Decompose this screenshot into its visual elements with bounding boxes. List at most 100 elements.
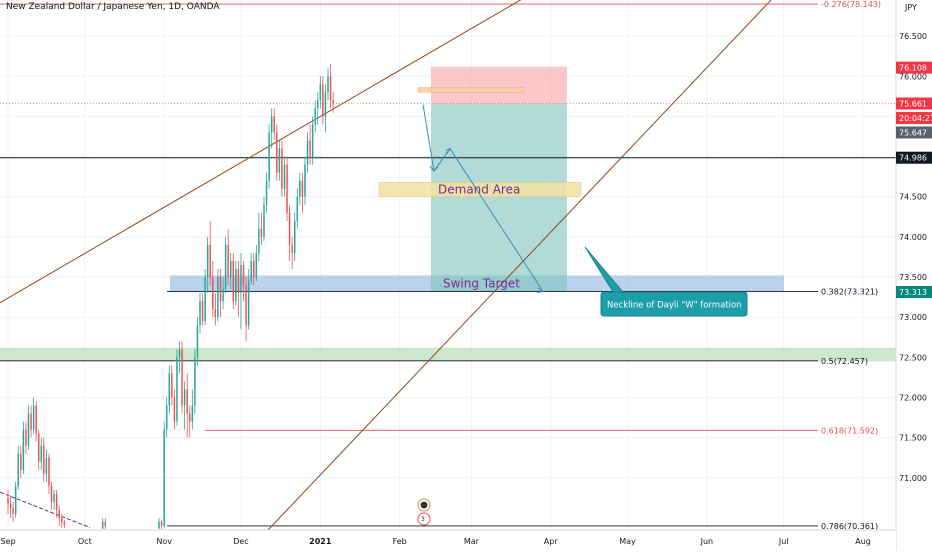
candle-body[interactable]: [219, 277, 222, 302]
candle-body[interactable]: [58, 509, 60, 518]
candle-body[interactable]: [45, 457, 48, 474]
candle-body[interactable]: [9, 503, 12, 509]
candle-body[interactable]: [50, 485, 53, 502]
price-label-box: [896, 151, 932, 164]
candle-body[interactable]: [322, 84, 324, 117]
candle-body[interactable]: [253, 260, 255, 278]
candle-body[interactable]: [288, 212, 291, 245]
candle-body[interactable]: [199, 301, 201, 326]
candle-body[interactable]: [217, 277, 219, 318]
candle-body[interactable]: [40, 445, 43, 462]
candle-body[interactable]: [329, 76, 332, 101]
candle-body[interactable]: [258, 228, 260, 253]
candle-body[interactable]: [14, 485, 17, 514]
candle-body[interactable]: [178, 349, 181, 358]
candle-body[interactable]: [101, 521, 104, 529]
candle-body[interactable]: [301, 180, 304, 197]
candle-body[interactable]: [171, 373, 173, 398]
candle-body[interactable]: [273, 116, 275, 133]
candle-body[interactable]: [227, 244, 229, 278]
candle-body[interactable]: [61, 517, 63, 522]
candle-body[interactable]: [265, 180, 268, 205]
candle-body[interactable]: [168, 373, 171, 406]
candle-body[interactable]: [245, 285, 247, 326]
candle-body[interactable]: [25, 429, 27, 446]
candle-body[interactable]: [158, 521, 160, 529]
candle-body[interactable]: [22, 429, 25, 470]
candle-body[interactable]: [37, 433, 40, 462]
candle-body[interactable]: [163, 429, 165, 526]
candle-body[interactable]: [296, 196, 299, 221]
candle-body[interactable]: [194, 357, 196, 406]
candle-body[interactable]: [189, 413, 191, 422]
candle-body[interactable]: [43, 445, 45, 474]
candle-body[interactable]: [176, 357, 178, 422]
candle-body[interactable]: [17, 453, 19, 486]
candle-body[interactable]: [283, 164, 286, 189]
candle-body[interactable]: [299, 180, 301, 197]
candle-body[interactable]: [240, 265, 242, 294]
candle-body[interactable]: [278, 148, 281, 173]
candle-body[interactable]: [224, 244, 227, 290]
candle-body[interactable]: [309, 140, 311, 157]
candle-body[interactable]: [165, 405, 168, 430]
candle-body[interactable]: [255, 252, 258, 278]
candle-body[interactable]: [160, 521, 163, 526]
candle-body[interactable]: [55, 493, 58, 510]
candle-body[interactable]: [48, 457, 50, 486]
candle-body[interactable]: [317, 100, 319, 109]
candle-body[interactable]: [63, 521, 66, 525]
candle-body[interactable]: [32, 405, 35, 430]
candle-body[interactable]: [268, 132, 270, 181]
candle-body[interactable]: [204, 277, 206, 322]
candle-body[interactable]: [20, 453, 22, 470]
candle-body[interactable]: [206, 244, 209, 278]
candle-body[interactable]: [235, 269, 237, 302]
candle-body[interactable]: [304, 164, 306, 197]
candle-body[interactable]: [104, 521, 107, 526]
chart-title: New Zealand Dollar / Japanese Yen, 1D, O…: [6, 2, 220, 12]
candle-body[interactable]: [270, 116, 273, 133]
candle-body[interactable]: [314, 108, 316, 125]
candle-body[interactable]: [229, 260, 232, 278]
event-badge-icon[interactable]: [417, 512, 431, 526]
candle-body[interactable]: [250, 260, 252, 282]
candle-body[interactable]: [183, 389, 186, 406]
trendline-downtrend: [0, 491, 91, 529]
candle-body[interactable]: [181, 349, 183, 406]
candle-body[interactable]: [186, 389, 188, 414]
candle-body[interactable]: [35, 405, 37, 434]
candle-body[interactable]: [263, 204, 265, 237]
candle-body[interactable]: [27, 413, 30, 446]
candle-body[interactable]: [212, 277, 214, 310]
x-tick-label: Mar: [464, 537, 480, 546]
candle-body[interactable]: [319, 84, 322, 101]
candle-body[interactable]: [332, 100, 334, 104]
candle-body[interactable]: [173, 397, 176, 422]
candle-body[interactable]: [237, 269, 240, 294]
candle-body[interactable]: [324, 92, 327, 117]
candle-body[interactable]: [291, 244, 293, 253]
candle-body[interactable]: [214, 309, 217, 318]
candle-body[interactable]: [12, 508, 14, 514]
candle-body[interactable]: [327, 76, 329, 93]
candle-body[interactable]: [306, 140, 309, 165]
candle-body[interactable]: [7, 497, 9, 504]
candle-body[interactable]: [311, 124, 314, 157]
candle-body[interactable]: [286, 164, 288, 213]
candle-body[interactable]: [281, 148, 283, 189]
candle-body[interactable]: [276, 132, 278, 173]
candle-body[interactable]: [209, 244, 211, 278]
candle-body[interactable]: [196, 325, 199, 358]
candle-body[interactable]: [242, 265, 245, 286]
candle-body[interactable]: [260, 228, 263, 237]
candle-body[interactable]: [247, 281, 250, 326]
candle-body[interactable]: [222, 289, 224, 302]
candle-body[interactable]: [232, 260, 235, 302]
candle-body[interactable]: [30, 413, 32, 430]
candle-body[interactable]: [53, 493, 55, 502]
candle-body[interactable]: [201, 301, 204, 322]
candle-body[interactable]: [191, 405, 194, 422]
candle-body[interactable]: [293, 220, 296, 253]
